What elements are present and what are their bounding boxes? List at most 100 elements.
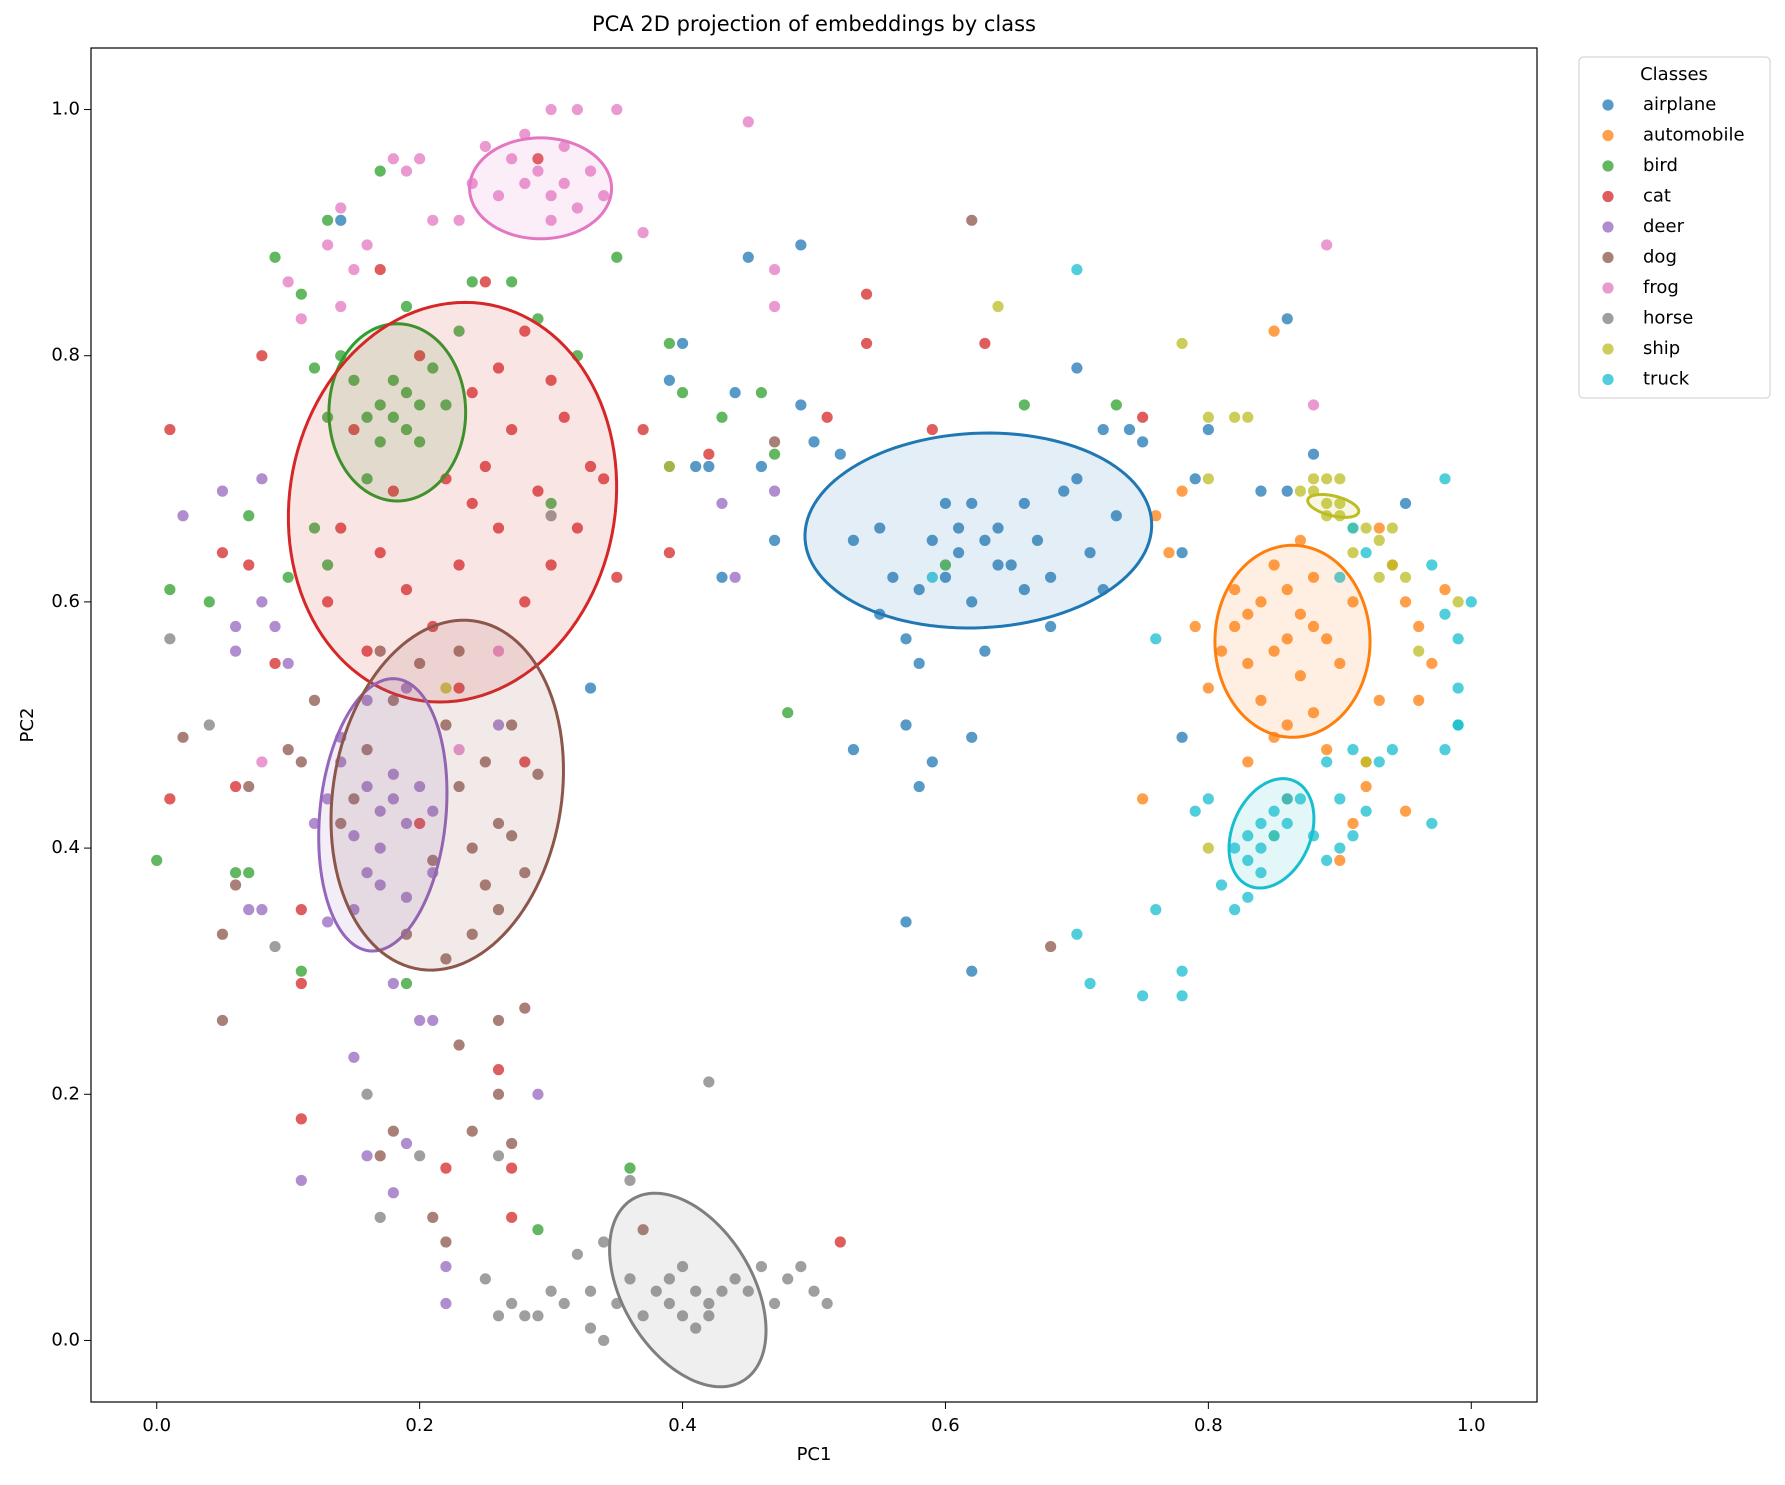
point: [623, 1161, 637, 1175]
legend-label: dog: [1643, 247, 1677, 268]
point: [623, 1272, 637, 1286]
point: [386, 767, 400, 781]
point: [715, 1284, 729, 1298]
point: [531, 1309, 545, 1323]
chart-title: PCA 2D projection of embeddings by class: [592, 12, 1036, 36]
point: [1031, 533, 1044, 547]
point: [663, 1272, 676, 1286]
point: [492, 718, 505, 732]
point: [281, 275, 295, 289]
point: [347, 792, 361, 806]
point: [544, 373, 558, 387]
point: [1123, 423, 1136, 436]
point: [413, 780, 427, 793]
point: [978, 644, 992, 658]
point: [689, 1284, 703, 1298]
point: [334, 213, 348, 227]
point: [925, 423, 939, 436]
point: [386, 977, 400, 990]
point: [1333, 841, 1347, 855]
class-ellipse: [1227, 777, 1316, 890]
point: [965, 213, 979, 227]
point: [360, 472, 374, 486]
point: [1346, 546, 1360, 560]
point: [689, 1321, 703, 1335]
point: [465, 497, 479, 510]
point: [663, 337, 676, 350]
legend-title: Classes: [1640, 64, 1708, 85]
point: [347, 829, 361, 843]
point: [229, 878, 243, 892]
point: [991, 558, 1005, 572]
point: [741, 115, 755, 129]
point: [965, 964, 979, 978]
y-tick-label: 0.8: [51, 345, 80, 366]
point: [1438, 743, 1452, 757]
point: [465, 927, 479, 941]
point: [1254, 841, 1268, 855]
y-tick-label: 0.0: [51, 1329, 80, 1350]
point: [492, 1014, 505, 1027]
point: [768, 484, 781, 498]
point: [952, 546, 965, 560]
point: [1136, 989, 1150, 1003]
x-axis-label: PC1: [797, 1444, 832, 1465]
point: [268, 620, 282, 633]
point: [702, 460, 716, 473]
point: [1241, 890, 1255, 904]
point: [1307, 472, 1320, 486]
point: [899, 718, 913, 732]
point: [1307, 570, 1320, 584]
point: [794, 238, 808, 252]
point: [741, 1284, 755, 1298]
point: [360, 410, 374, 424]
point: [663, 546, 676, 560]
point: [294, 755, 308, 769]
point: [873, 521, 887, 535]
point: [1307, 398, 1320, 412]
point: [1359, 521, 1373, 535]
point: [505, 1297, 519, 1310]
point: [400, 1137, 413, 1150]
point: [400, 583, 413, 596]
point: [492, 817, 505, 830]
legend-marker: [1601, 220, 1615, 234]
legend-marker: [1601, 159, 1615, 173]
point: [1149, 632, 1163, 646]
point: [1280, 632, 1294, 646]
point: [1346, 743, 1360, 757]
y-axis-label: PC2: [17, 708, 38, 743]
point: [925, 755, 939, 769]
point: [1070, 472, 1084, 486]
legend-label: truck: [1643, 369, 1690, 390]
point: [925, 533, 939, 547]
point: [1451, 595, 1465, 609]
point: [294, 977, 308, 990]
point: [544, 213, 558, 227]
point: [308, 361, 321, 375]
point: [991, 300, 1005, 313]
point: [597, 472, 611, 486]
point: [347, 263, 361, 276]
legend-label: ship: [1643, 338, 1680, 359]
point: [728, 570, 742, 584]
point: [557, 410, 571, 424]
point: [1175, 989, 1189, 1003]
point: [294, 287, 308, 301]
point: [492, 521, 505, 535]
point: [1201, 410, 1215, 424]
point: [965, 497, 979, 510]
point: [1228, 410, 1242, 424]
point: [439, 1260, 453, 1273]
class-ellipse: [468, 136, 614, 241]
point: [1372, 755, 1386, 769]
point: [1109, 509, 1123, 523]
point: [1254, 484, 1268, 498]
point: [492, 361, 505, 375]
point: [1004, 558, 1018, 572]
point: [1293, 607, 1307, 621]
point: [294, 1112, 308, 1126]
point: [860, 337, 873, 350]
point: [1280, 792, 1294, 806]
point: [386, 1124, 400, 1138]
